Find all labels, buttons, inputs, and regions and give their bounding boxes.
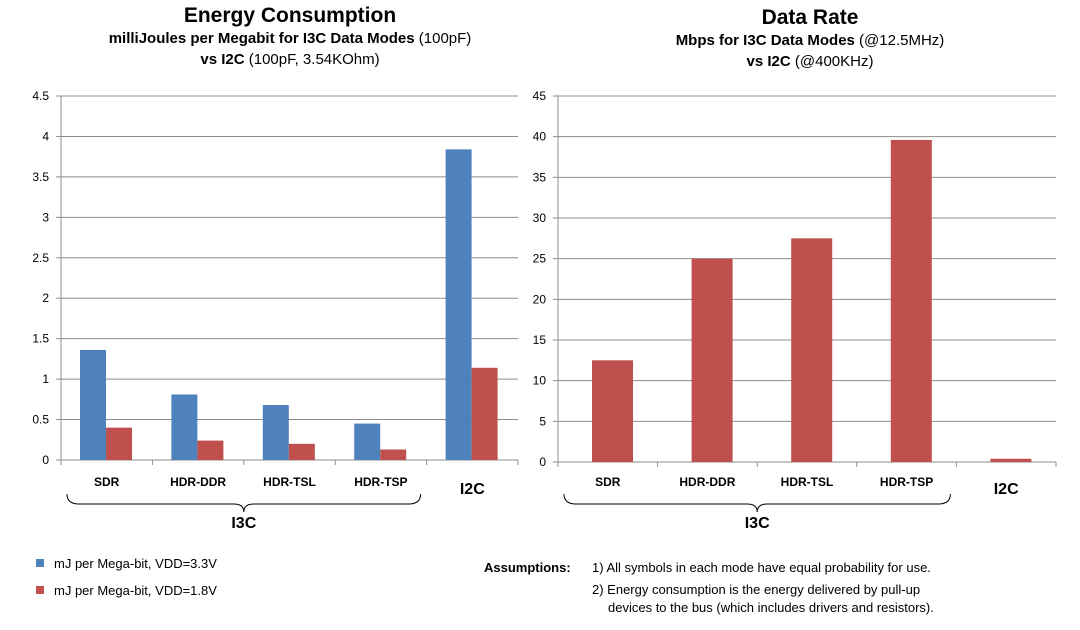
datarate-title-line3-bold: vs I2C [746,53,791,70]
energy-ytick-label: 3.5 [32,170,49,184]
energy-chart-title: Energy Consumption milliJoules per Megab… [30,4,550,70]
energy-title-line3-rest: (100pF, 3.54KOhm) [248,51,380,68]
datarate-title-line2-bold: Mbps for I3C Data Modes [675,32,855,49]
legend-item-3v3: mJ per Mega-bit, VDD=3.3V [36,556,217,571]
energy-category-label: I2C [460,481,485,498]
datarate-category-label: SDR [595,475,621,489]
energy-ytick-label: 0 [42,453,49,467]
datarate-bar-sdr-s1 [592,360,633,462]
energy-ytick-label: 0.5 [32,413,49,427]
energy-title-line3-bold: vs I2C [200,51,245,68]
energy-category-label: SDR [94,475,120,489]
assumption-2a: 2) Energy consumption is the energy deli… [592,582,921,597]
energy-title-line2: milliJoules per Megabit for I3C Data Mod… [30,28,550,49]
datarate-category-label: I2C [994,481,1019,498]
datarate-ytick-label: 15 [533,333,547,347]
energy-title-main: Energy Consumption [183,4,397,27]
energy-group-label: I3C [231,515,256,532]
datarate-title-line3: vs I2C (@400KHz) [540,51,1080,72]
datarate-title-line2-rest: (@12.5MHz) [859,32,945,49]
energy-bar-hdr-ddr-s1 [171,394,198,460]
datarate-bar-i2c-s1 [990,458,1032,462]
energy-bar-sdr-s2 [106,427,132,460]
legend-swatch-red [36,586,44,594]
energy-ytick-label: 1.5 [32,332,49,346]
energy-ytick-label: 2 [42,291,49,305]
datarate-bar-hdr-ddr-s1 [691,258,733,462]
assumption-2b: devices to the bus (which includes drive… [608,600,934,615]
datarate-ytick-label: 30 [533,211,547,225]
datarate-ytick-label: 10 [533,374,547,388]
datarate-i3c-brace [563,493,951,513]
datarate-title-line3-rest: (@400KHz) [794,53,874,70]
energy-ytick-label: 3 [42,210,49,224]
datarate-category-label: HDR-TSP [880,475,933,489]
datarate-ytick-label: 40 [533,130,547,144]
energy-bar-sdr-s1 [80,349,106,460]
energy-bar-i2c-s2 [471,367,498,460]
assumption-1: 1) All symbols in each mode have equal p… [592,560,931,575]
datarate-chart-title: Data Rate Mbps for I3C Data Modes (@12.5… [540,6,1080,72]
datarate-bar-hdr-tsl-s1 [791,238,833,462]
energy-bar-hdr-tsl-s2 [288,443,315,460]
datarate-group-label: I3C [745,515,770,532]
energy-bar-hdr-tsp-s2 [380,449,407,460]
datarate-ytick-label: 20 [533,292,547,306]
datarate-bar-hdr-tsp-s1 [890,139,932,463]
datarate-title-line2: Mbps for I3C Data Modes (@12.5MHz) [540,30,1080,51]
datarate-ytick-label: 35 [533,170,547,184]
energy-i3c-brace [66,493,422,513]
assumptions-block: Assumptions: 1) All symbols in each mode … [484,559,934,617]
energy-title-line3: vs I2C (100pF, 3.54KOhm) [30,49,550,70]
energy-title-line2-rest: (100pF) [418,30,472,47]
legend-label-3v3: mJ per Mega-bit, VDD=3.3V [54,556,217,571]
energy-bar-hdr-ddr-s2 [197,440,224,460]
energy-ytick-label: 4.5 [32,89,49,103]
datarate-ytick-label: 45 [533,89,547,103]
assumptions-label: Assumptions: [484,560,571,575]
energy-ytick-label: 2.5 [32,251,49,265]
datarate-ytick-label: 5 [539,414,546,428]
legend-label-1v8: mJ per Mega-bit, VDD=1.8V [54,583,217,598]
energy-category-label: HDR-DDR [170,475,226,489]
datarate-ytick-label: 25 [533,252,547,266]
energy-ytick-label: 1 [42,372,49,386]
energy-bar-i2c-s1 [445,149,472,461]
energy-title-line2-bold: milliJoules per Megabit for I3C Data Mod… [108,30,415,47]
energy-ytick-label: 4 [42,129,49,143]
legend-item-1v8: mJ per Mega-bit, VDD=1.8V [36,583,217,598]
datarate-ytick-label: 0 [539,455,546,469]
datarate-title-main: Data Rate [761,6,859,29]
energy-category-label: HDR-TSP [354,475,407,489]
energy-bar-hdr-tsl-s1 [262,404,289,460]
datarate-category-label: HDR-DDR [679,475,735,489]
energy-category-label: HDR-TSL [263,475,316,489]
legend-swatch-blue [36,559,44,567]
datarate-category-label: HDR-TSL [781,475,834,489]
energy-bar-hdr-tsp-s1 [354,423,381,460]
